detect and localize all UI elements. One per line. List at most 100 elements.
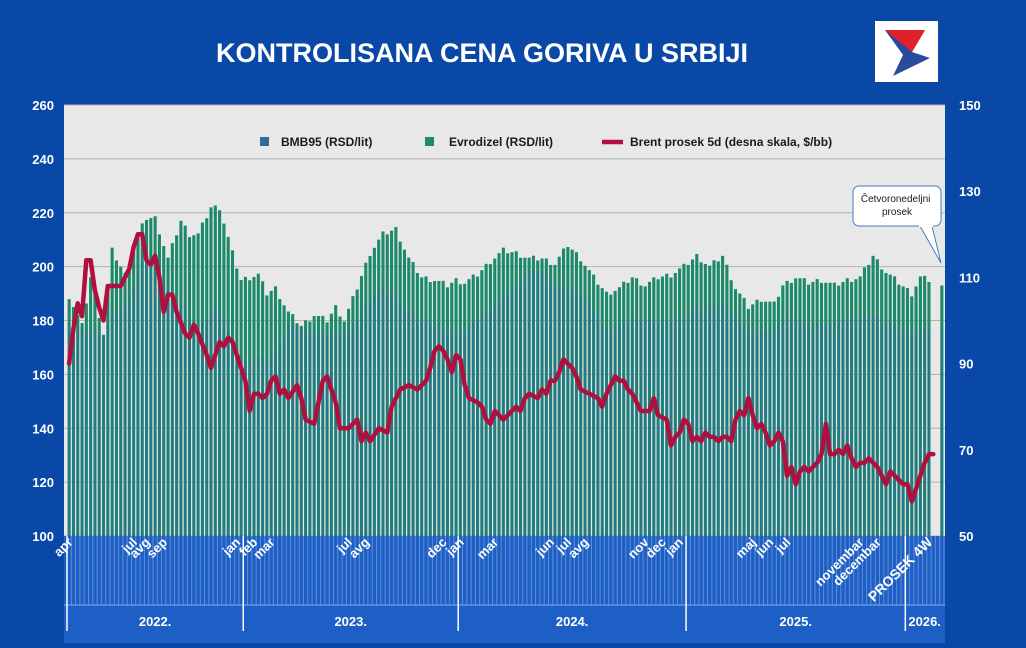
bmb95-bar [940, 331, 943, 536]
bmb95-bar [773, 329, 776, 536]
bmb95-bar [218, 308, 221, 536]
bmb95-bar [540, 272, 544, 536]
bmb95-bar [351, 324, 354, 536]
bmb95-bar [244, 361, 247, 536]
bmb95-bar [411, 312, 415, 536]
bmb95-bar [553, 286, 557, 536]
bmb95-bar [377, 291, 380, 536]
y-right-tick-label: 90 [959, 357, 973, 372]
bmb95-bar [283, 335, 286, 536]
bmb95-bar [205, 318, 208, 536]
bmb95-bar [85, 332, 88, 536]
legend-label-bmb95: BMB95 (RSD/lit) [281, 135, 372, 149]
bmb95-bar [635, 316, 638, 536]
bmb95-bar [343, 331, 346, 536]
bmb95-bar [536, 273, 539, 536]
bmb95-bar [188, 322, 191, 536]
bmb95-bar [197, 328, 200, 536]
bmb95-bar [93, 332, 97, 536]
bmb95-bar [811, 324, 814, 536]
bmb95-bar [119, 307, 122, 536]
bmb95-bar [420, 317, 423, 536]
logo-red-shape [885, 30, 925, 52]
bmb95-bar [919, 328, 922, 536]
callout: Četvoronedeljni prosek [852, 185, 942, 264]
bmb95-bar [132, 286, 135, 536]
bmb95-bar [184, 311, 187, 536]
bmb95-bar [235, 352, 238, 536]
bmb95-bar [751, 329, 754, 536]
bmb95-bar [141, 262, 144, 536]
bmb95-bar [334, 330, 337, 536]
bmb95-bar [738, 319, 741, 536]
bmb95-bar [98, 335, 101, 536]
bmb95-bar [884, 321, 888, 536]
bmb95-bar [760, 332, 763, 536]
bmb95-bar [330, 332, 333, 536]
legend-swatch-bmb95 [260, 137, 269, 146]
bmb95-bar [523, 277, 526, 536]
bmb95-bar [274, 351, 277, 536]
bmb95-bar [661, 320, 664, 536]
bmb95-bar [313, 334, 316, 536]
bmb95-bar [897, 329, 900, 536]
bmb95-bar [583, 300, 587, 536]
bmb95-bar [695, 303, 698, 536]
y-left-tick-label: 140 [32, 421, 54, 436]
y-right-tick-label: 70 [959, 443, 973, 458]
bmb95-bar [798, 319, 802, 536]
x-year-label: 2024. [556, 614, 589, 629]
nis-logo-icon [885, 30, 930, 76]
bmb95-bar [601, 323, 604, 536]
bmb95-bar [579, 295, 582, 536]
bmb95-bar [321, 332, 324, 536]
bmb95-bar [816, 322, 819, 536]
bmb95-bar [794, 318, 797, 536]
bmb95-bar [828, 322, 832, 536]
bmb95-bar [558, 284, 561, 536]
bmb95-bar [136, 276, 140, 536]
bmb95-bar [803, 321, 806, 536]
bmb95-bar [102, 334, 105, 536]
bmb95-bar [639, 319, 643, 536]
bmb95-bar [480, 314, 483, 536]
bmb95-bar [622, 321, 625, 536]
bmb95-bar [68, 327, 71, 536]
bmb95-bar [257, 357, 260, 536]
bmb95-bar [80, 326, 84, 536]
legend-label-evrodizel: Evrodizel (RSD/lit) [449, 135, 553, 149]
bmb95-bar [295, 328, 299, 536]
bmb95-bar [248, 365, 251, 536]
x-year-label: 2023. [334, 614, 367, 629]
bmb95-bar [416, 317, 419, 536]
bmb95-bar [786, 316, 789, 536]
bmb95-bar [790, 319, 793, 536]
bmb95-bar [614, 327, 617, 536]
bmb95-bar [833, 321, 836, 536]
bmb95-bar [261, 356, 264, 536]
x-year-label: 2025. [779, 614, 812, 629]
bmb95-bar [592, 310, 595, 536]
bmb95-bar [381, 286, 385, 536]
bmb95-bar [368, 300, 372, 536]
bmb95-bar [717, 306, 720, 536]
bmb95-bar [721, 304, 724, 536]
bmb95-bar [459, 332, 462, 536]
bmb95-bar [755, 329, 759, 536]
callout-box [852, 185, 942, 227]
bmb95-bar [528, 271, 531, 536]
y-left-tick-label: 160 [32, 367, 54, 382]
bmb95-bar [871, 315, 875, 536]
bmb95-bar [841, 319, 845, 536]
bmb95-bar [450, 331, 453, 536]
bmb95-bar [743, 322, 746, 536]
bmb95-bar [669, 322, 673, 536]
bmb95-bar [562, 283, 565, 536]
y-left-tick-label: 100 [32, 529, 54, 544]
bmb95-bar [386, 291, 389, 536]
bmb95-bar [596, 318, 600, 536]
bmb95-bar [846, 316, 849, 536]
bmb95-bar [467, 326, 471, 536]
bmb95-bar [867, 317, 870, 536]
